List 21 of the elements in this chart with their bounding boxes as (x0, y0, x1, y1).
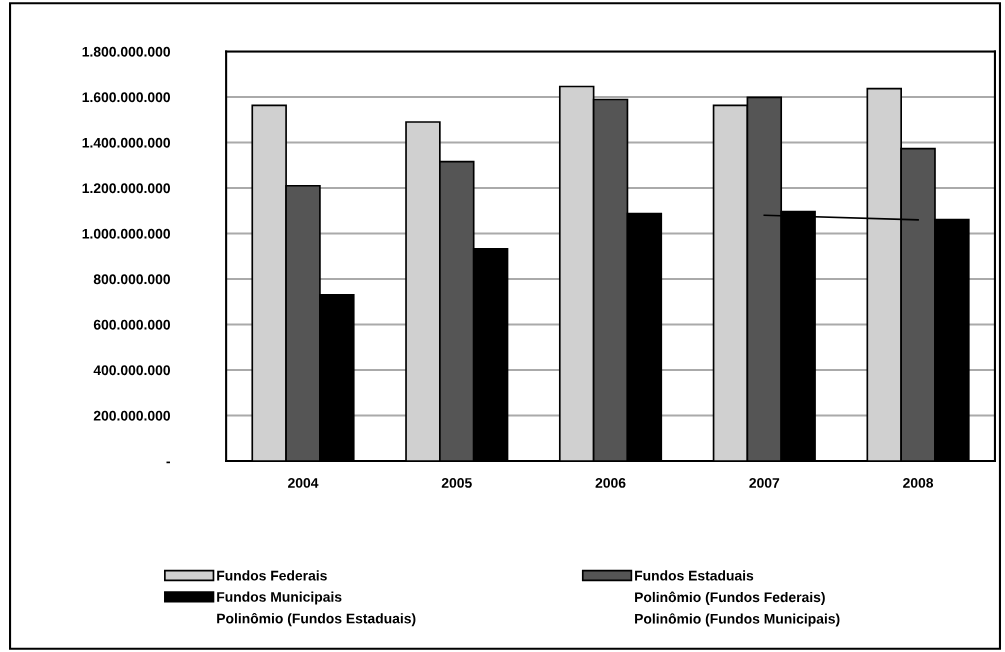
text: Polinômio (Fundos Municipais) (635, 613, 840, 627)
y-tick-label: 1.400.000.000 (82, 137, 171, 148)
legend-label: Fundos Federais (217, 570, 327, 581)
y-tick-label: 400.000.000 (93, 365, 171, 376)
x-tick-label: 2005 (441, 478, 472, 488)
text: Polinômio (Fundos Estaduais) (217, 612, 416, 627)
x-tick-label: 2008 (903, 478, 934, 488)
legend-label: Fundos Estaduais (635, 570, 754, 581)
x-tick-label: 2006 (595, 478, 626, 488)
y-tick-label: 1.800.000.000 (82, 46, 171, 57)
y-tick-label: 1.000.000.000 (82, 228, 171, 239)
y-tick-label: - (166, 461, 171, 464)
y-tick-label: 600.000.000 (93, 319, 171, 330)
y-tick-label: 800.000.000 (93, 274, 171, 285)
text: Polinômio (Fundos Federais) (635, 591, 825, 605)
legend-label: Fundos Municipais (217, 591, 342, 605)
y-tick-label: 200.000.000 (93, 410, 171, 421)
y-tick-label: 1.600.000.000 (82, 92, 171, 103)
x-tick-label: 2004 (288, 478, 319, 488)
y-tick-label: 1.200.000.000 (82, 183, 171, 194)
x-tick-label: 2007 (749, 478, 780, 488)
